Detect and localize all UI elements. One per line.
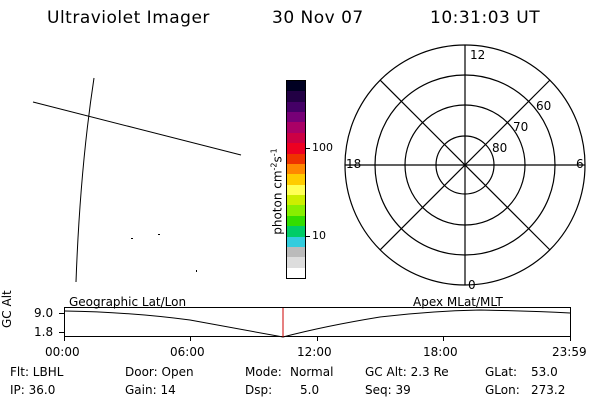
colorbar-swatch xyxy=(287,174,305,185)
colorbar-swatch xyxy=(287,226,305,237)
colorbar-swatch xyxy=(287,267,305,278)
time-label: 10:31:03 UT xyxy=(430,8,541,28)
colorbar-swatch xyxy=(287,132,305,144)
x-tick xyxy=(64,337,65,341)
polar-ring-70 xyxy=(404,104,526,226)
x-tick xyxy=(570,337,571,341)
status-mode-label: Mode: xyxy=(245,365,282,379)
polar-diagonal xyxy=(379,79,551,251)
colorbar-label: photon cm-2s-1 xyxy=(270,127,285,257)
y-tick xyxy=(59,313,64,314)
colorbar-swatch xyxy=(287,236,305,247)
colorbar-swatch xyxy=(287,215,305,227)
status-ip: IP: 36.0 xyxy=(10,383,56,397)
status-dsp-value: 5.0 xyxy=(300,383,320,397)
page-title: Ultraviolet Imager xyxy=(47,8,210,28)
colorbar-swatch xyxy=(287,80,305,92)
colorbar-swatch xyxy=(287,205,305,216)
map-dot xyxy=(131,238,133,239)
x-tick-label: 23:59 xyxy=(552,345,587,359)
lat-label-70: 70 xyxy=(513,120,529,134)
lat-label-80: 80 xyxy=(492,141,508,155)
polar-ring-outer xyxy=(344,44,586,286)
colorbar-tick-label: 100 xyxy=(312,141,333,154)
y-tick-label: 9.0 xyxy=(34,306,54,320)
colorbar xyxy=(286,80,306,279)
status-filter: Flt: LBHL xyxy=(10,365,64,379)
status-gc-alt: GC Alt: 2.3 Re xyxy=(365,365,449,379)
map-latitude-line xyxy=(32,101,242,156)
colorbar-swatch xyxy=(287,101,305,112)
date-label: 30 Nov 07 xyxy=(272,8,364,28)
colorbar-tick xyxy=(306,148,310,149)
colorbar-swatch xyxy=(287,143,305,154)
polar-ring-60 xyxy=(374,74,556,256)
mlt-label-12: 12 xyxy=(470,48,486,62)
y-tick-label: 1.8 xyxy=(34,325,54,339)
x-tick-label: 18:00 xyxy=(423,345,458,359)
x-tick-label: 12:00 xyxy=(297,345,332,359)
x-tick-label: 06:00 xyxy=(170,345,205,359)
status-seq: Seq: 39 xyxy=(365,383,411,397)
x-tick xyxy=(443,337,444,341)
polar-ring-80 xyxy=(435,135,495,195)
status-mode-value: Normal xyxy=(290,365,334,379)
x-tick xyxy=(317,337,318,341)
colorbar-swatch xyxy=(287,257,305,268)
colorbar-swatch xyxy=(287,184,305,195)
mlt-label-18: 18 xyxy=(346,157,362,171)
colorbar-swatch xyxy=(287,112,305,123)
colorbar-tick xyxy=(306,236,310,237)
colorbar-swatch xyxy=(287,153,305,164)
orbit-timeline xyxy=(64,307,571,337)
status-glon-value: 273.2 xyxy=(531,383,566,397)
colorbar-swatch xyxy=(287,163,305,175)
colorbar-swatch xyxy=(287,122,305,133)
mlt-label-6: 6 xyxy=(576,157,584,171)
status-glon-label: GLon: xyxy=(485,383,520,397)
map-longitude-line xyxy=(75,77,95,283)
y-axis-label: GC Alt xyxy=(0,290,14,328)
lat-label-60: 60 xyxy=(536,99,552,113)
map-dot xyxy=(196,270,197,272)
x-tick-label: 00:00 xyxy=(45,345,80,359)
status-door: Door: Open xyxy=(125,365,194,379)
status-gain: Gain: 14 xyxy=(125,383,176,397)
colorbar-tick-label: 10 xyxy=(312,229,326,242)
polar-diagonal xyxy=(379,79,551,251)
x-tick xyxy=(190,337,191,341)
status-glat-label: GLat: xyxy=(485,365,518,379)
y-tick xyxy=(59,332,64,333)
map-dot xyxy=(158,234,160,235)
colorbar-unit-text: photon cm-2s-1 xyxy=(269,148,285,235)
colorbar-swatch xyxy=(287,195,305,206)
colorbar-swatch xyxy=(287,246,305,258)
timeline-left-title: Geographic Lat/Lon xyxy=(69,295,187,309)
timeline-right-title: Apex MLat/MLT xyxy=(413,295,503,309)
colorbar-swatch xyxy=(287,91,305,102)
mlt-label-0: 0 xyxy=(468,278,476,292)
status-glat-value: 53.0 xyxy=(531,365,558,379)
status-dsp-label: Dsp: xyxy=(245,383,273,397)
